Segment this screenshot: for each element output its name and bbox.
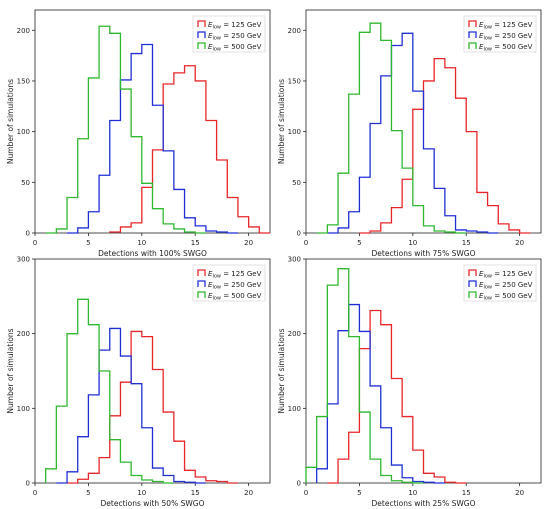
x-tick-label: 15 (462, 489, 471, 497)
y-axis-label: Number of simulations (277, 328, 286, 413)
x-tick-label: 15 (191, 489, 200, 497)
x-tick-label: 5 (86, 489, 90, 497)
legend-swatch (197, 20, 206, 27)
legend-entry: Elow = 500 GeV (479, 292, 533, 302)
y-tick-label: 300 (288, 256, 301, 264)
y-tick-label: 100 (17, 128, 30, 136)
histogram-series-2 (56, 327, 206, 484)
x-tick-label: 20 (515, 489, 524, 497)
histogram-series-3 (305, 268, 424, 484)
y-tick-label: 150 (17, 77, 30, 85)
x-tick-label: 15 (462, 239, 471, 247)
y-tick-label: 150 (288, 77, 301, 85)
legend-entry: Elow = 250 GeV (208, 32, 262, 42)
axes-frame (34, 9, 271, 234)
y-tick-label: 200 (17, 27, 30, 35)
legend-entry: Elow = 250 GeV (479, 281, 533, 291)
y-tick-label: 0 (26, 230, 30, 238)
x-tick-label: 10 (137, 239, 146, 247)
axes-frame (305, 9, 542, 234)
x-tick-label: 5 (357, 239, 361, 247)
legend-swatch (468, 20, 477, 27)
histogram-series-1 (67, 330, 238, 484)
legend-entry: Elow = 125 GeV (479, 270, 533, 280)
x-tick-label: 20 (244, 489, 253, 497)
y-tick-label: 100 (288, 128, 301, 136)
y-axis-label: Number of simulations (6, 328, 15, 413)
x-tick-label: 20 (515, 239, 524, 247)
legend-entry: Elow = 250 GeV (208, 281, 262, 291)
x-tick-label: 0 (33, 489, 37, 497)
x-tick-label: 20 (244, 239, 253, 247)
y-tick-label: 300 (17, 256, 30, 264)
legend-entry: Elow = 125 GeV (208, 270, 262, 280)
x-axis-label: Detections with 100% SWGO (98, 249, 207, 258)
histogram-series-2 (327, 32, 499, 234)
legend-swatch (468, 280, 477, 287)
histogram-series-1 (327, 309, 467, 484)
y-tick-label: 50 (292, 179, 301, 187)
x-tick-label: 5 (357, 489, 361, 497)
x-axis-label: Detections with 25% SWGO (372, 499, 476, 508)
y-tick-label: 200 (288, 330, 301, 338)
histogram-series-3 (45, 25, 206, 234)
legend-entry: Elow = 500 GeV (208, 292, 262, 302)
legend-swatch (197, 31, 206, 38)
legend-swatch (468, 291, 477, 298)
y-axis-label: Number of simulations (277, 79, 286, 164)
x-tick-label: 0 (33, 239, 37, 247)
x-tick-label: 15 (191, 239, 200, 247)
legend-entry: Elow = 125 GeV (479, 21, 533, 31)
y-tick-label: 200 (17, 330, 30, 338)
axes-frame (34, 258, 271, 484)
y-tick-label: 0 (297, 480, 301, 488)
histogram-series-1 (359, 58, 531, 234)
x-tick-label: 5 (86, 239, 90, 247)
y-tick-label: 100 (288, 405, 301, 413)
legend-swatch (468, 31, 477, 38)
y-tick-label: 200 (288, 27, 301, 35)
y-axis-label: Number of simulations (6, 79, 15, 164)
y-tick-label: 0 (297, 230, 301, 238)
histogram-series-3 (45, 298, 174, 484)
x-axis-label: Detections with 75% SWGO (372, 249, 476, 258)
x-tick-label: 10 (408, 489, 417, 497)
y-tick-label: 0 (26, 480, 30, 488)
histogram-series-3 (316, 22, 467, 234)
legend-swatch (468, 269, 477, 276)
x-tick-label: 10 (137, 489, 146, 497)
legend-swatch (197, 291, 206, 298)
legend-swatch (197, 269, 206, 276)
x-tick-label: 10 (408, 239, 417, 247)
x-tick-label: 0 (304, 239, 308, 247)
legend-swatch (468, 42, 477, 49)
legend-entry: Elow = 500 GeV (208, 43, 262, 53)
legend-entry: Elow = 250 GeV (479, 32, 533, 42)
y-tick-label: 50 (21, 179, 30, 187)
y-tick-label: 100 (17, 405, 30, 413)
legend-swatch (197, 42, 206, 49)
x-tick-label: 0 (304, 489, 308, 497)
legend-entry: Elow = 125 GeV (208, 21, 262, 31)
histogram-series-2 (67, 43, 238, 234)
histogram-series-2 (316, 303, 445, 484)
legend-swatch (197, 280, 206, 287)
x-axis-label: Detections with 50% SWGO (101, 499, 205, 508)
histogram-series-1 (109, 65, 270, 234)
legend-entry: Elow = 500 GeV (479, 43, 533, 53)
